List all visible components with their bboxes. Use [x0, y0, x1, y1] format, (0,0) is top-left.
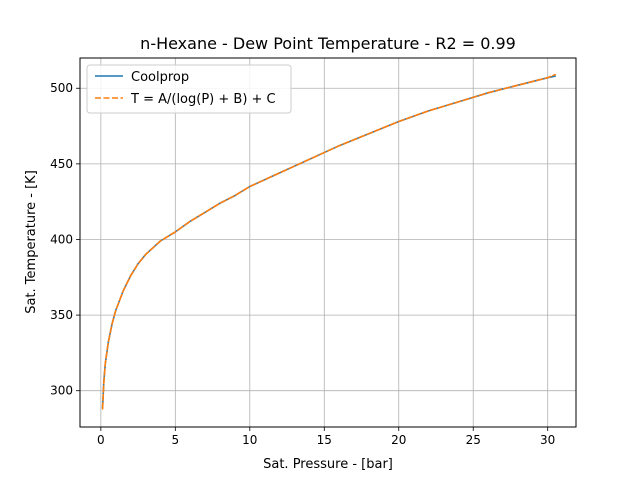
y-tick-label: 500: [50, 81, 73, 95]
x-tick-label: 30: [540, 433, 555, 447]
x-tick-label: 5: [172, 433, 180, 447]
x-tick-label: 25: [466, 433, 481, 447]
grid: [80, 58, 576, 427]
legend: Coolprop T = A/(log(P) + B) + C: [86, 64, 292, 114]
x-tick-label: 20: [391, 433, 406, 447]
series-line-fit: [101, 73, 556, 410]
legend-label-coolprop: Coolprop: [131, 70, 189, 85]
legend-label-fit: T = A/(log(P) + B) + C: [130, 92, 276, 107]
x-tick-label: 0: [97, 433, 105, 447]
plot-area-frame: [79, 57, 577, 428]
ticks: 0 5 10 15 20 25 30 300 350 400 450 500: [50, 81, 555, 447]
legend-box: [86, 64, 292, 114]
y-tick-label: 400: [50, 232, 73, 246]
y-tick-label: 450: [50, 157, 73, 171]
series-layer: [101, 73, 556, 410]
chart-title: n-Hexane - Dew Point Temperature - R2 = …: [140, 34, 516, 53]
x-axis-label: Sat. Pressure - [bar]: [263, 457, 393, 472]
y-tick-label: 300: [50, 384, 73, 398]
x-tick-label: 10: [242, 433, 257, 447]
y-tick-label: 350: [50, 308, 73, 322]
y-axis-label: Sat. Temperature - [K]: [24, 170, 39, 314]
x-tick-label: 15: [317, 433, 332, 447]
